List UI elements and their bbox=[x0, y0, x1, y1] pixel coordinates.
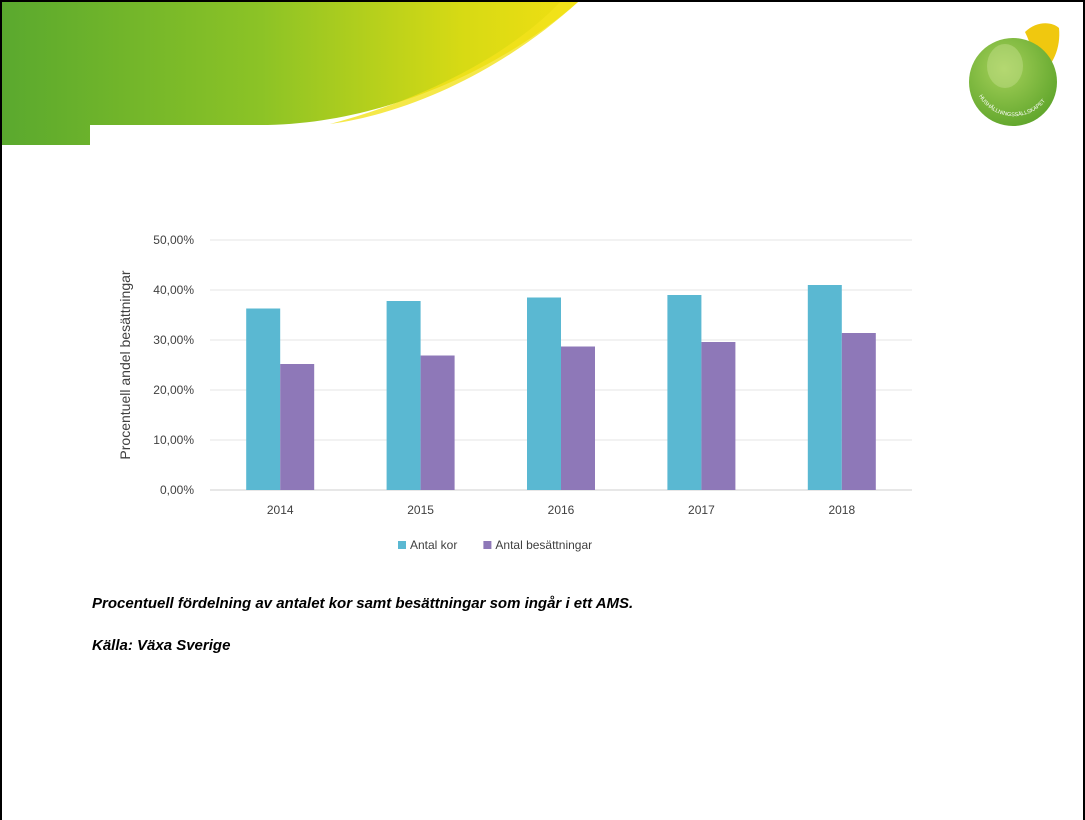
y-axis-label: Procentuell andel besättningar bbox=[117, 270, 133, 459]
x-tick-label: 2016 bbox=[548, 503, 575, 517]
legend-swatch bbox=[398, 541, 406, 549]
banner-swoosh-shape bbox=[2, 2, 578, 145]
hushallningssallskapet-logo: HUSHÅLLNINGSSÄLLSKAPET bbox=[969, 23, 1060, 126]
legend-swatch bbox=[483, 541, 492, 549]
frame-border-top bbox=[0, 0, 1085, 2]
bar-antal-besättningar-2016 bbox=[561, 346, 595, 490]
logo-green-circle bbox=[969, 38, 1057, 126]
bar-antal-besättningar-2017 bbox=[701, 342, 736, 490]
x-tick-label: 2018 bbox=[828, 503, 855, 517]
y-tick-label: 30,00% bbox=[153, 333, 194, 347]
bar-antal-kor-2015 bbox=[386, 301, 421, 490]
chart-legend: Antal kor Antal besättningar bbox=[398, 538, 592, 552]
x-tick-label: 2015 bbox=[407, 503, 434, 517]
bar-antal-kor-2016 bbox=[527, 297, 561, 490]
y-tick-label: 40,00% bbox=[153, 283, 194, 297]
y-tick-label: 0,00% bbox=[160, 483, 194, 497]
bar-antal-besättningar-2018 bbox=[841, 333, 876, 490]
frame-border-left bbox=[0, 0, 2, 820]
y-tick-label: 50,00% bbox=[153, 233, 194, 247]
x-tick-label: 2017 bbox=[688, 503, 715, 517]
legend-label: Antal kor bbox=[410, 538, 457, 552]
logo-highlight bbox=[987, 44, 1023, 88]
source-note: Källa: Växa Sverige bbox=[92, 637, 231, 654]
bar-antal-kor-2018 bbox=[807, 285, 842, 490]
frame-border-right bbox=[1083, 0, 1085, 820]
figure-caption: Procentuell fördelning av antalet kor sa… bbox=[92, 595, 634, 612]
bar-antal-kor-2017 bbox=[667, 295, 702, 490]
y-tick-label: 10,00% bbox=[153, 433, 194, 447]
bar-antal-besättningar-2014 bbox=[280, 364, 315, 490]
y-tick-label: 20,00% bbox=[153, 383, 194, 397]
bar-antal-besättningar-2015 bbox=[420, 355, 455, 490]
bar-antal-kor-2014 bbox=[246, 308, 281, 490]
y-axis-ticks: 0,00% 10,00% 20,00% 30,00% 40,00% 50,00% bbox=[153, 233, 194, 497]
bar-chart: 0,00% 10,00% 20,00% 30,00% 40,00% 50,00% 2014… bbox=[117, 233, 912, 552]
legend-label: Antal besättningar bbox=[495, 538, 592, 552]
header-banner bbox=[2, 2, 578, 145]
x-tick-label: 2014 bbox=[267, 503, 294, 517]
banner-yellow-accent bbox=[330, 2, 578, 124]
bars bbox=[246, 285, 876, 490]
x-axis-ticks: 2014 2015 2016 2017 2018 bbox=[267, 503, 856, 517]
